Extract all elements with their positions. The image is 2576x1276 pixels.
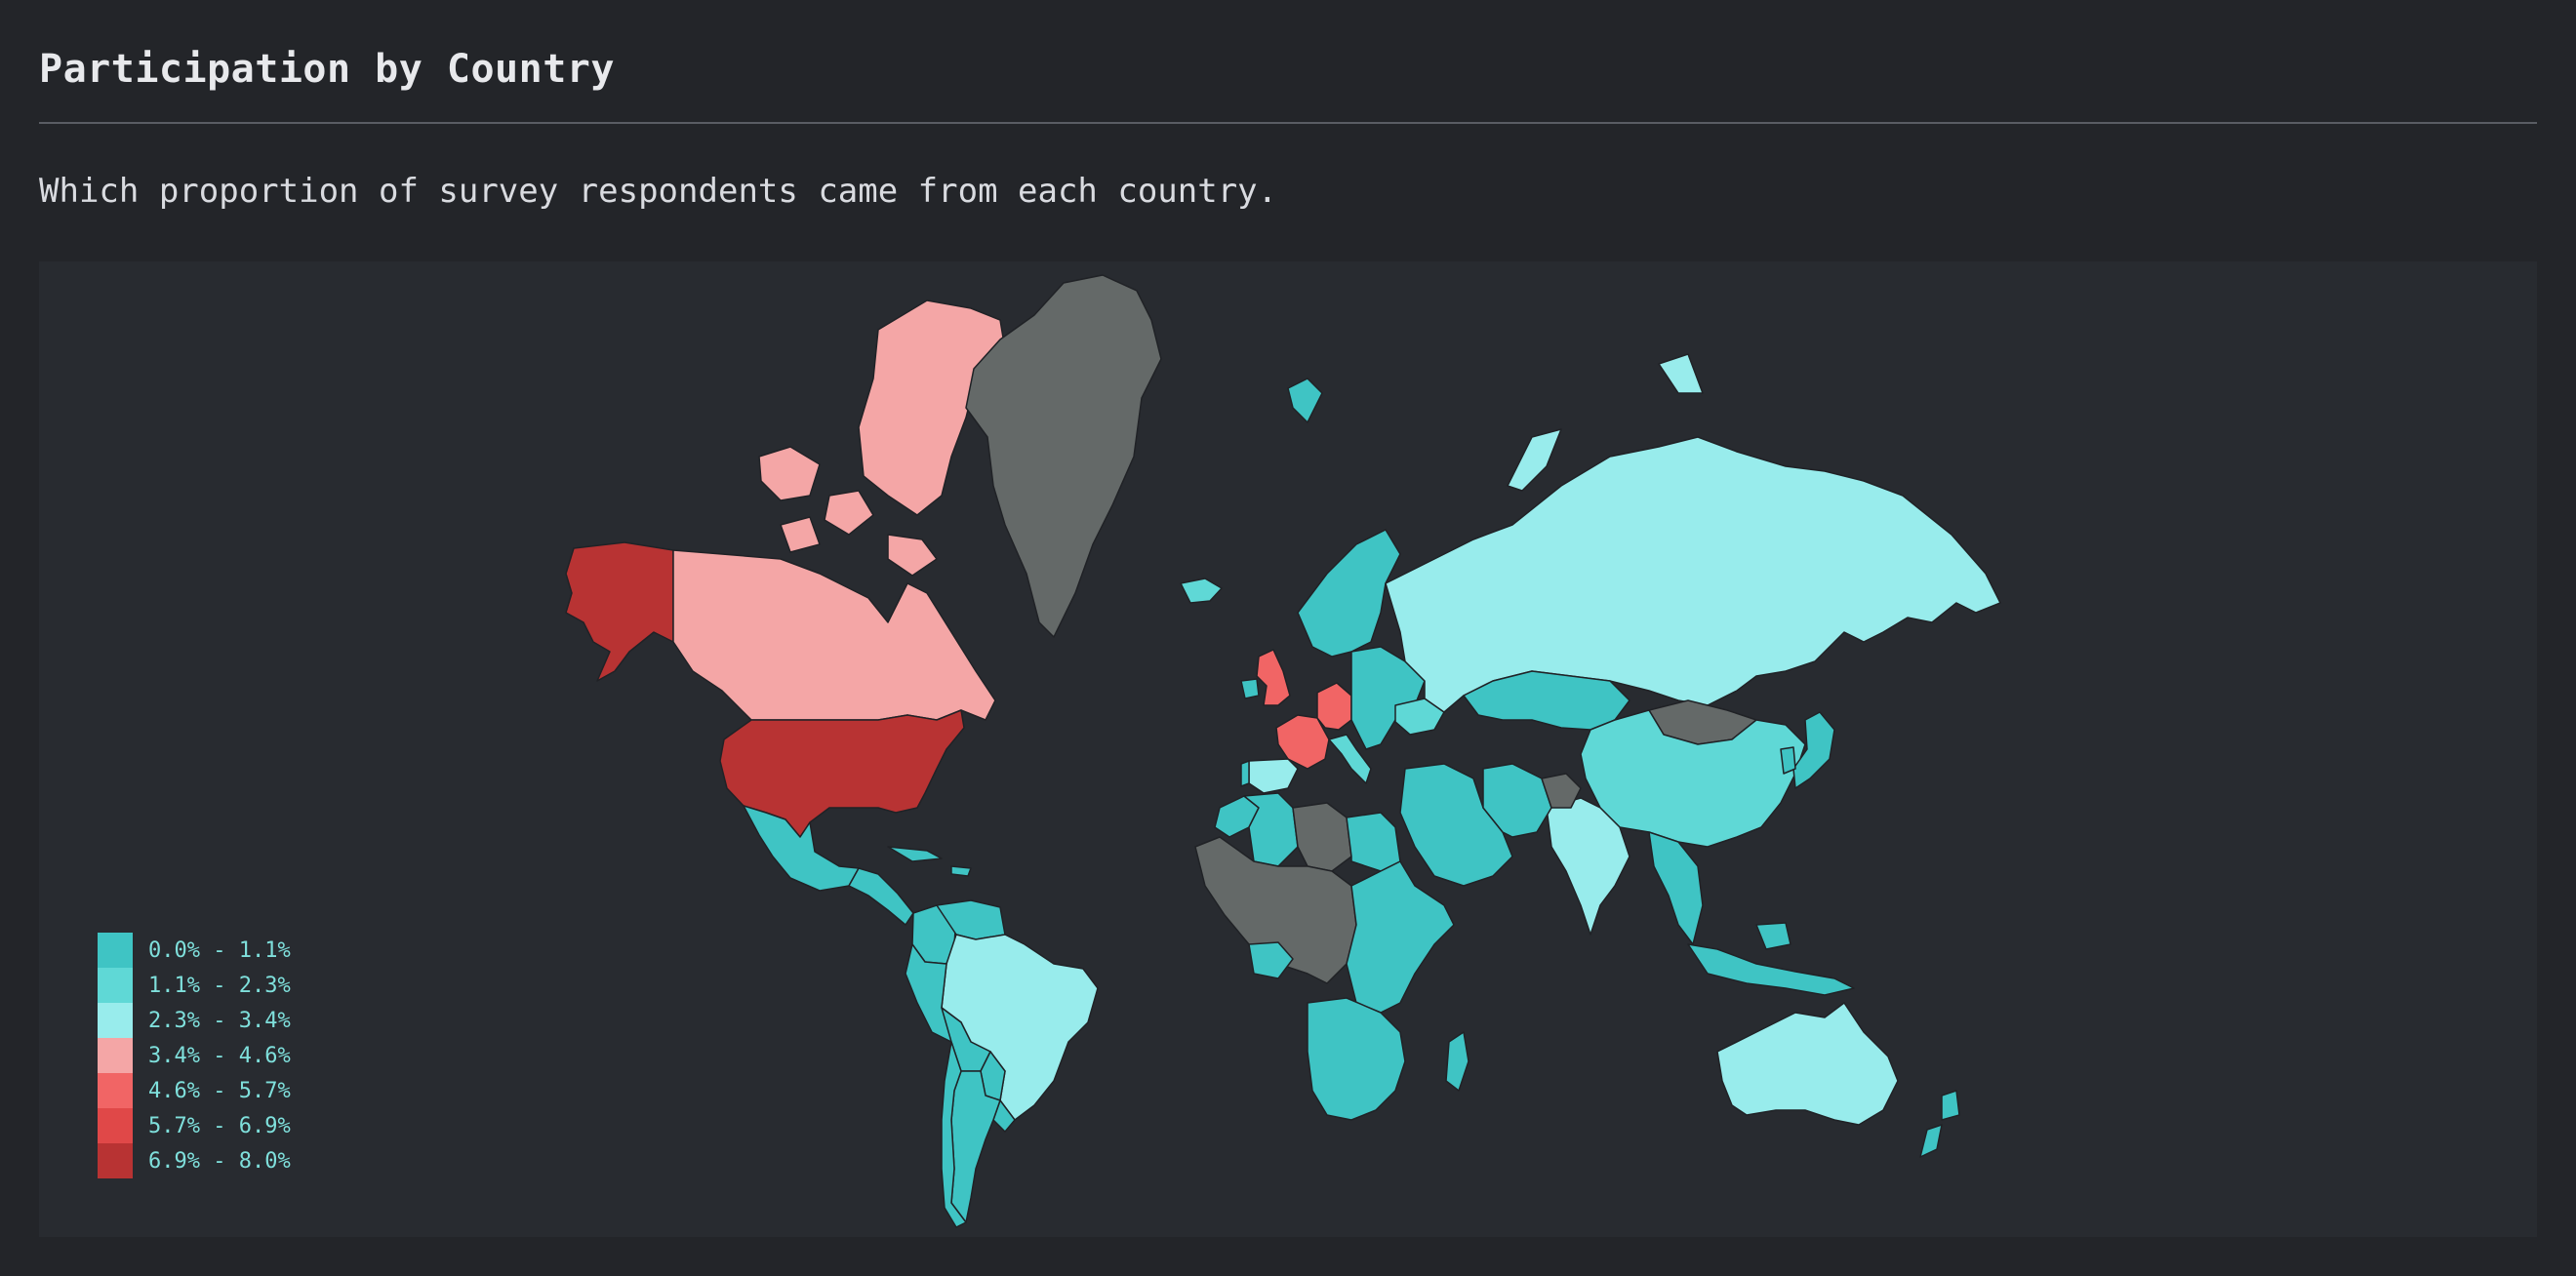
legend-swatch <box>98 1108 133 1143</box>
region-united-states[interactable] <box>719 709 965 838</box>
region-greenland[interactable] <box>965 274 1162 638</box>
legend-swatch <box>98 1073 133 1108</box>
region-russia[interactable] <box>1658 353 1704 394</box>
page-title: Participation by Country <box>39 47 615 92</box>
region-central-america[interactable] <box>848 867 914 926</box>
region-mexico[interactable] <box>743 805 860 892</box>
region-libya[interactable] <box>1292 802 1352 872</box>
legend-swatch <box>98 933 133 968</box>
world-map <box>565 274 2001 1228</box>
region-new-zealand[interactable] <box>1941 1090 1960 1121</box>
title-divider <box>39 122 2537 124</box>
legend-label: 3.4% - 4.6% <box>148 1043 291 1068</box>
region-east-africa[interactable] <box>1346 860 1455 1014</box>
region-australia[interactable] <box>1716 1002 1899 1126</box>
legend-swatch <box>98 968 133 1003</box>
region-russia[interactable] <box>1507 428 1562 492</box>
map-panel: 0.0% - 1.1% 1.1% - 2.3% 2.3% - 3.4% 3.4% - … <box>39 261 2537 1237</box>
legend-item: 0.0% - 1.1% <box>98 933 291 968</box>
region-madagascar[interactable] <box>1445 1031 1469 1092</box>
legend-item: 2.3% - 3.4% <box>98 1003 291 1038</box>
legend-label: 5.7% - 6.9% <box>148 1113 291 1138</box>
region-new-zealand[interactable] <box>1919 1124 1943 1158</box>
region-iceland[interactable] <box>1180 578 1223 604</box>
legend-item: 5.7% - 6.9% <box>98 1108 291 1143</box>
region-germany[interactable] <box>1316 682 1352 731</box>
legend-item: 4.6% - 5.7% <box>98 1073 291 1108</box>
region-indonesia[interactable] <box>1755 922 1791 950</box>
region-portugal[interactable] <box>1240 760 1250 787</box>
region-italy[interactable] <box>1328 734 1372 784</box>
region-caribbean[interactable] <box>887 846 943 862</box>
region-canada[interactable] <box>887 534 938 577</box>
region-middle-east[interactable] <box>1399 763 1513 887</box>
legend-item: 6.9% - 8.0% <box>98 1143 291 1178</box>
region-caribbean[interactable] <box>950 865 972 877</box>
region-canada[interactable] <box>672 549 996 721</box>
region-russia[interactable] <box>1385 436 2001 713</box>
map-legend: 0.0% - 1.1% 1.1% - 2.3% 2.3% - 3.4% 3.4% - … <box>98 933 291 1178</box>
page-subtitle: Which proportion of survey respondents c… <box>39 172 1278 211</box>
region-svalbard[interactable] <box>1287 378 1323 423</box>
region-korea[interactable] <box>1780 746 1796 775</box>
region-spain[interactable] <box>1248 758 1299 794</box>
legend-label: 4.6% - 5.7% <box>148 1078 291 1103</box>
legend-swatch <box>98 1038 133 1073</box>
legend-item: 1.1% - 2.3% <box>98 968 291 1003</box>
legend-item: 3.4% - 4.6% <box>98 1038 291 1073</box>
region-iran[interactable] <box>1482 763 1552 838</box>
region-southern-africa[interactable] <box>1307 997 1406 1121</box>
region-egypt[interactable] <box>1346 812 1401 872</box>
region-indonesia[interactable] <box>1687 943 1855 996</box>
region-southeast-asia[interactable] <box>1648 831 1704 945</box>
legend-label: 6.9% - 8.0% <box>148 1148 291 1174</box>
region-france[interactable] <box>1275 714 1330 770</box>
region-canada[interactable] <box>780 516 821 553</box>
region-chile[interactable] <box>941 1041 967 1228</box>
region-alaska-united-states[interactable] <box>565 541 674 682</box>
legend-swatch <box>98 1003 133 1038</box>
legend-swatch <box>98 1143 133 1178</box>
region-ireland[interactable] <box>1240 678 1260 699</box>
region-united-kingdom[interactable] <box>1256 649 1291 706</box>
legend-label: 1.1% - 2.3% <box>148 973 291 998</box>
region-japan[interactable] <box>1792 711 1835 789</box>
legend-label: 2.3% - 3.4% <box>148 1008 291 1033</box>
legend-label: 0.0% - 1.1% <box>148 937 291 963</box>
region-canada[interactable] <box>858 299 1006 516</box>
region-canada[interactable] <box>824 490 874 536</box>
region-scandinavia[interactable] <box>1297 529 1401 658</box>
region-canada[interactable] <box>758 446 821 501</box>
region-nigeria[interactable] <box>1248 941 1294 979</box>
region-afghanistan[interactable] <box>1541 773 1582 809</box>
region-india[interactable] <box>1546 797 1630 936</box>
